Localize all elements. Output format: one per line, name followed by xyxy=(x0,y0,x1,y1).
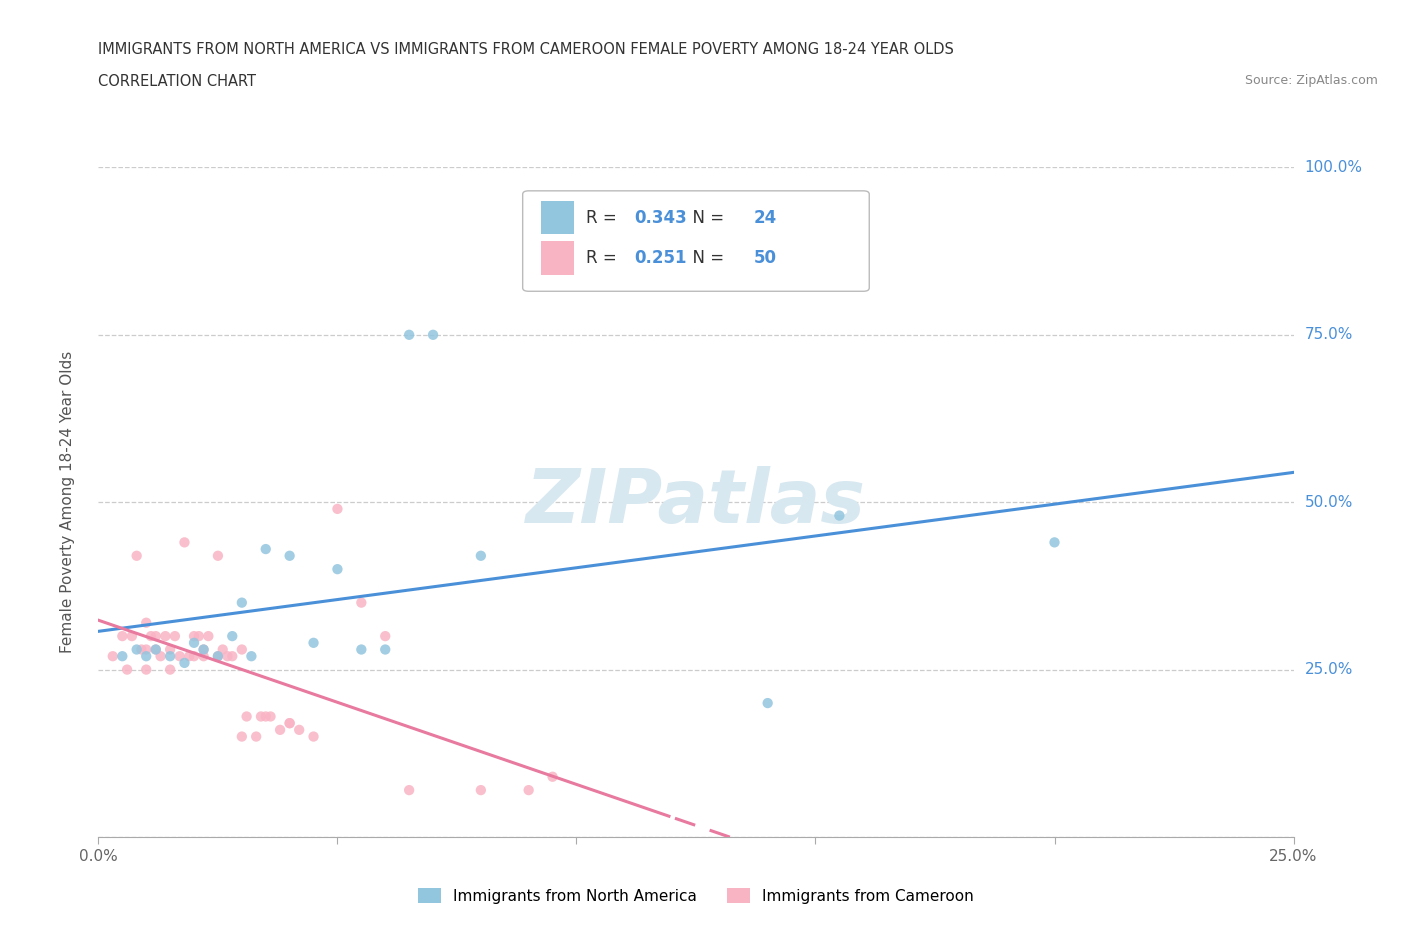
Point xyxy=(159,662,181,677)
Point xyxy=(254,709,277,724)
Point xyxy=(217,649,239,664)
FancyBboxPatch shape xyxy=(523,191,869,291)
Text: 50: 50 xyxy=(754,249,776,267)
Point xyxy=(207,649,229,664)
Point xyxy=(470,783,492,798)
Text: 75.0%: 75.0% xyxy=(1305,327,1353,342)
Point xyxy=(145,642,167,657)
Point xyxy=(422,327,444,342)
Point xyxy=(135,662,157,677)
Point xyxy=(350,595,373,610)
Point xyxy=(183,649,205,664)
Point xyxy=(231,642,253,657)
Point xyxy=(278,716,301,731)
Point xyxy=(240,649,263,664)
Point xyxy=(398,327,420,342)
Point xyxy=(235,709,257,724)
Point xyxy=(179,649,201,664)
Point xyxy=(163,629,186,644)
Legend: Immigrants from North America, Immigrants from Cameroon: Immigrants from North America, Immigrant… xyxy=(412,882,980,910)
Text: CORRELATION CHART: CORRELATION CHART xyxy=(98,74,256,89)
Point xyxy=(111,649,134,664)
Point xyxy=(135,649,157,664)
Point xyxy=(1043,535,1066,550)
FancyBboxPatch shape xyxy=(540,201,574,234)
Point xyxy=(326,501,349,516)
Text: IMMIGRANTS FROM NORTH AMERICA VS IMMIGRANTS FROM CAMEROON FEMALE POVERTY AMONG 1: IMMIGRANTS FROM NORTH AMERICA VS IMMIGRA… xyxy=(98,42,955,57)
Point xyxy=(159,649,181,664)
Point xyxy=(250,709,273,724)
Text: 100.0%: 100.0% xyxy=(1305,160,1362,175)
Point xyxy=(135,642,157,657)
Point xyxy=(517,783,540,798)
FancyBboxPatch shape xyxy=(540,241,574,274)
Point xyxy=(207,549,229,564)
Point xyxy=(245,729,267,744)
Point xyxy=(193,642,215,657)
Point xyxy=(374,629,396,644)
Point xyxy=(398,783,420,798)
Point xyxy=(259,709,281,724)
Point xyxy=(159,642,181,657)
Point xyxy=(173,656,195,671)
Point xyxy=(221,629,243,644)
Text: R =: R = xyxy=(586,249,621,267)
Point xyxy=(541,769,564,784)
Point xyxy=(149,649,172,664)
Point xyxy=(756,696,779,711)
Point xyxy=(470,549,492,564)
Point xyxy=(197,629,219,644)
Point xyxy=(135,616,157,631)
Point xyxy=(374,642,396,657)
Text: 0.251: 0.251 xyxy=(634,249,686,267)
Point xyxy=(193,649,215,664)
Text: 0.343: 0.343 xyxy=(634,208,686,227)
Point xyxy=(131,642,153,657)
Point xyxy=(278,549,301,564)
Text: 50.0%: 50.0% xyxy=(1305,495,1353,510)
Point xyxy=(231,729,253,744)
Point xyxy=(115,662,138,677)
Point xyxy=(269,723,291,737)
Point xyxy=(828,508,851,523)
Point xyxy=(183,635,205,650)
Text: 24: 24 xyxy=(754,208,776,227)
Y-axis label: Female Poverty Among 18-24 Year Olds: Female Poverty Among 18-24 Year Olds xyxy=(60,352,75,654)
Point xyxy=(193,642,215,657)
Point xyxy=(187,629,209,644)
Point xyxy=(183,629,205,644)
Point xyxy=(207,649,229,664)
Point xyxy=(211,642,233,657)
Point xyxy=(221,649,243,664)
Point xyxy=(169,649,191,664)
Point xyxy=(254,541,277,556)
Text: R =: R = xyxy=(586,208,621,227)
Point xyxy=(326,562,349,577)
Point xyxy=(231,595,253,610)
Point xyxy=(288,723,311,737)
Text: N =: N = xyxy=(682,249,728,267)
Point xyxy=(125,642,148,657)
Point xyxy=(121,629,143,644)
Point xyxy=(145,629,167,644)
Point xyxy=(302,635,325,650)
Point xyxy=(101,649,124,664)
Text: ZIPatlas: ZIPatlas xyxy=(526,466,866,538)
Point xyxy=(111,629,134,644)
Point xyxy=(302,729,325,744)
Point xyxy=(125,549,148,564)
Point xyxy=(278,716,301,731)
Text: 25.0%: 25.0% xyxy=(1305,662,1353,677)
Point xyxy=(145,642,167,657)
Point xyxy=(155,629,177,644)
Point xyxy=(173,535,195,550)
Text: Source: ZipAtlas.com: Source: ZipAtlas.com xyxy=(1244,74,1378,87)
Text: N =: N = xyxy=(682,208,728,227)
Point xyxy=(139,629,162,644)
Point xyxy=(350,642,373,657)
